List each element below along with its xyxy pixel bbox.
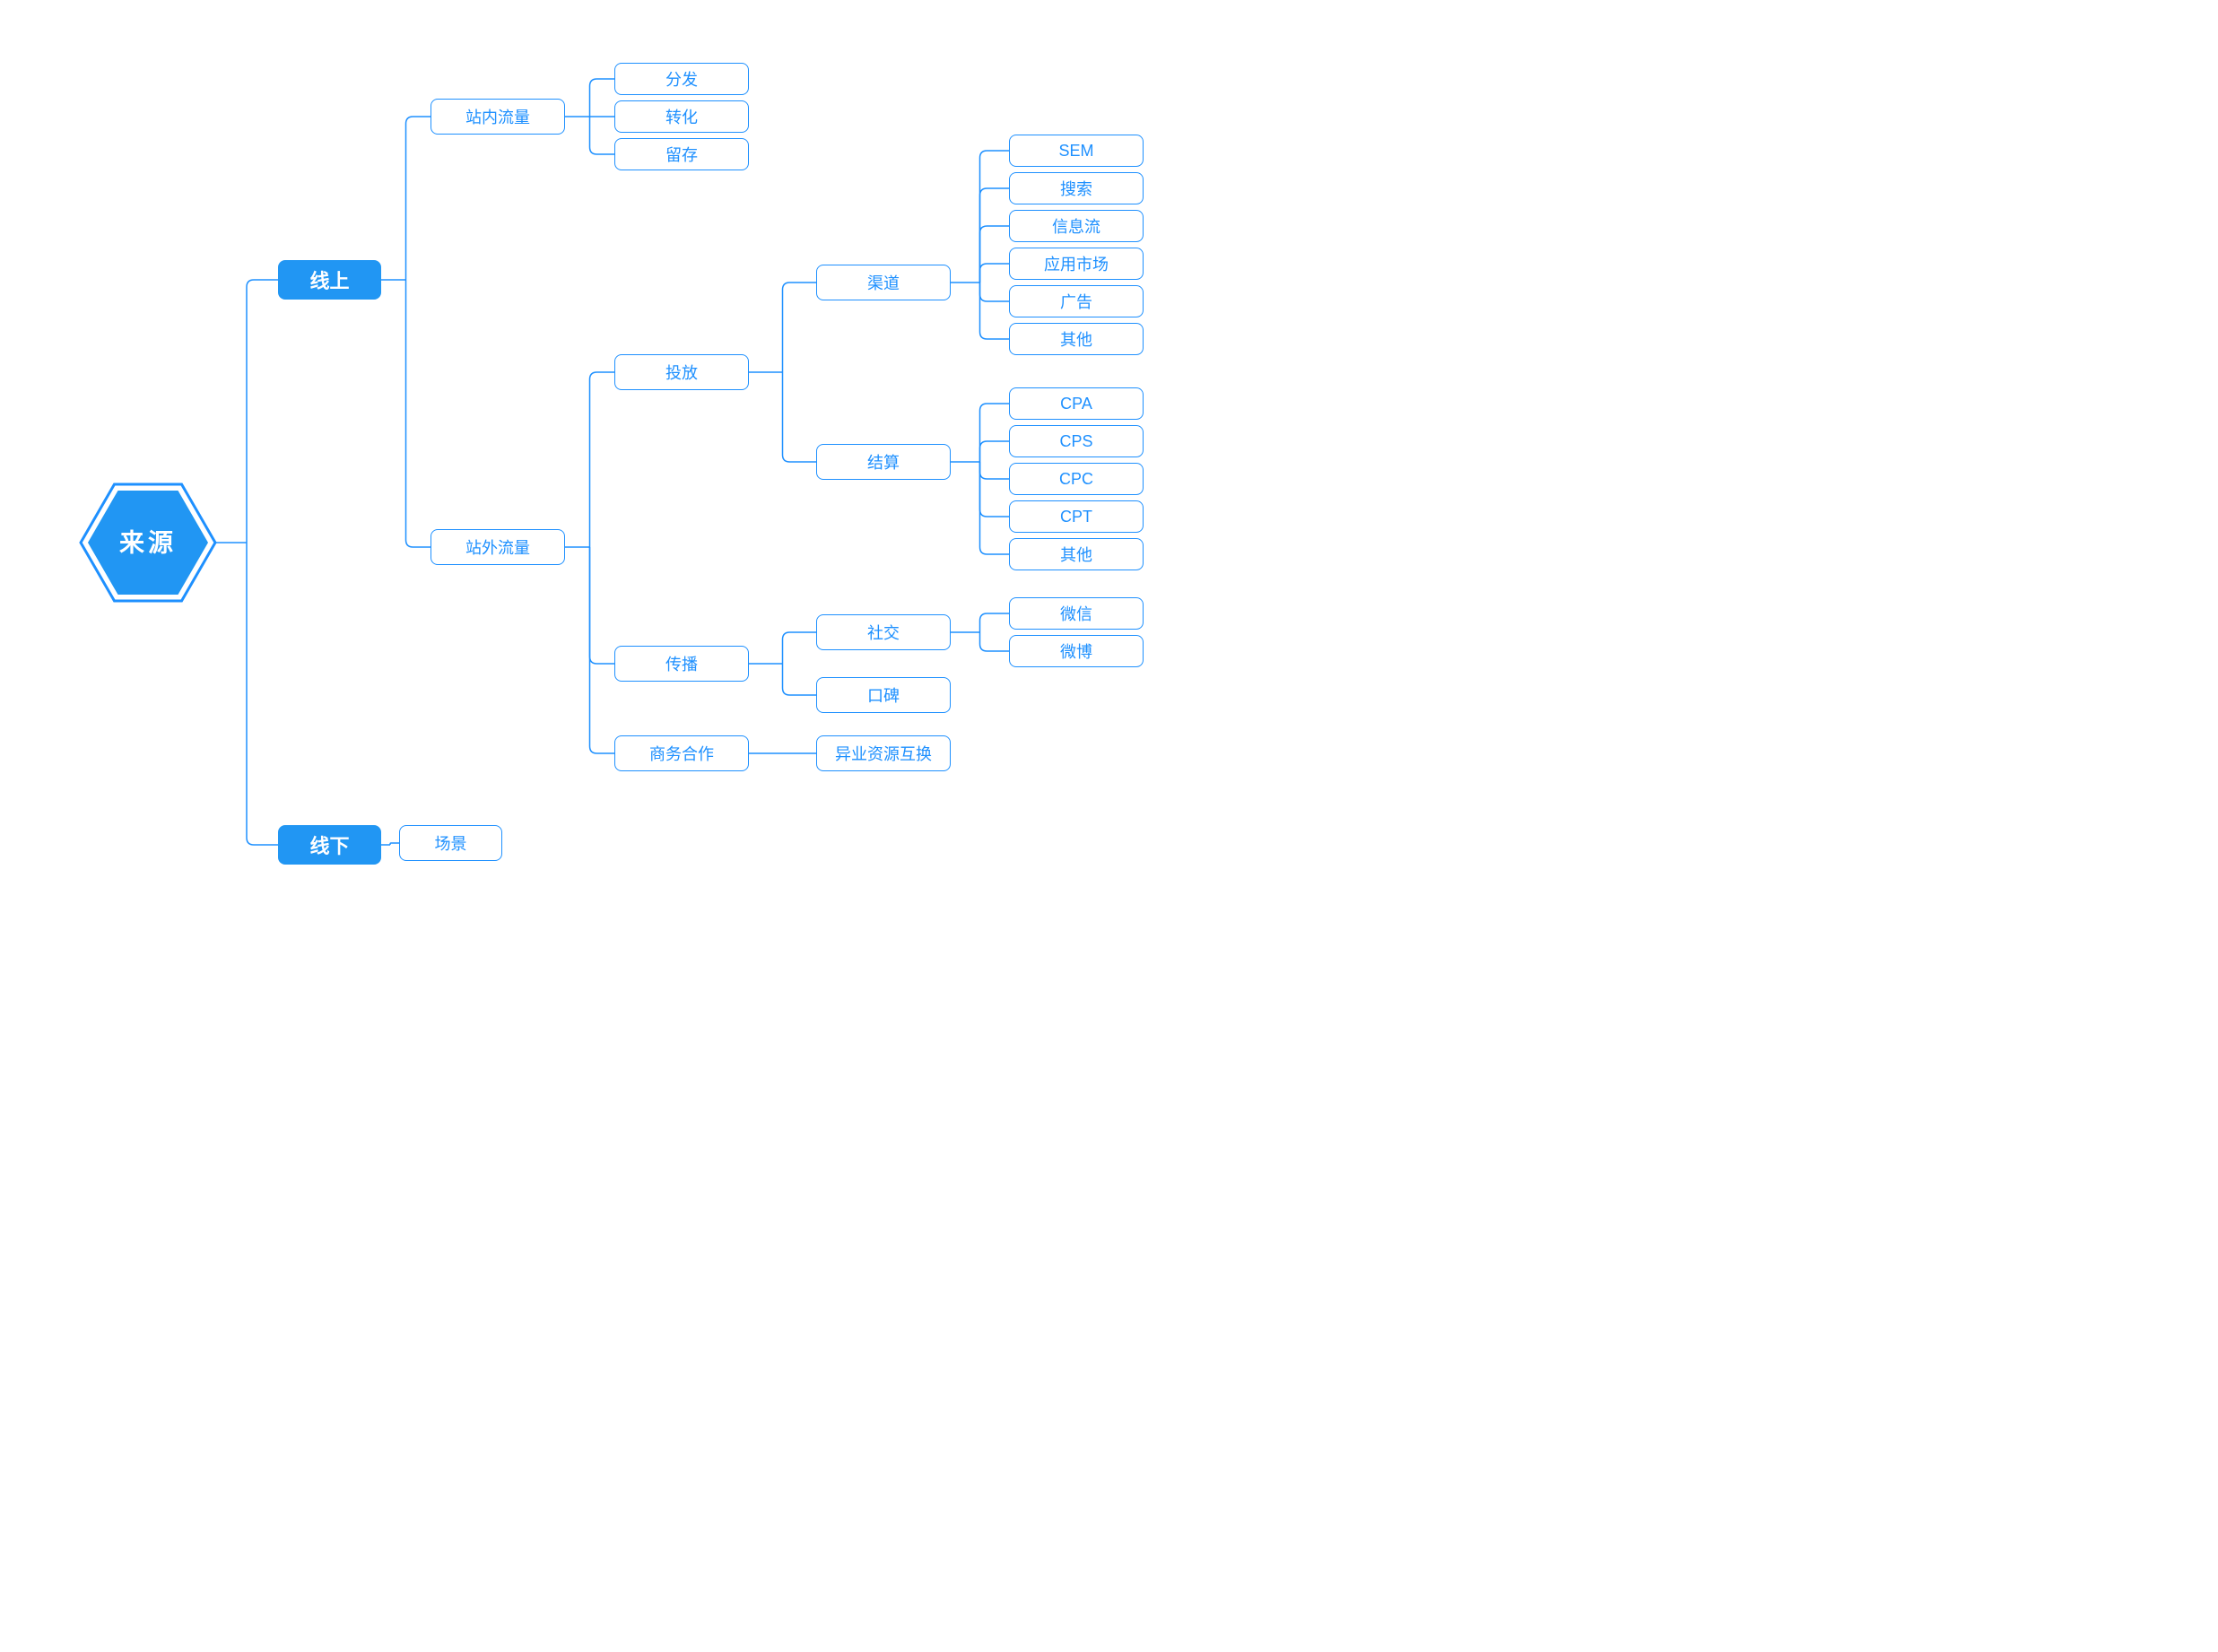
node-offline: 线下: [278, 825, 381, 865]
connector: [247, 280, 278, 543]
node-settlement: 结算: [816, 444, 951, 480]
connector-layer: [36, 36, 1381, 933]
node-offsite: 站外流量: [431, 529, 565, 565]
node-onsite: 站内流量: [431, 99, 565, 135]
node-spread: 传播: [614, 646, 749, 682]
node-root: 来源: [81, 484, 215, 601]
node-label: 信息流: [1052, 214, 1100, 238]
connector: [590, 547, 615, 664]
connector: [783, 632, 817, 664]
connector: [783, 664, 817, 695]
connector: [783, 372, 817, 462]
connector: [980, 151, 1010, 283]
connector: [980, 188, 1010, 283]
node-label: 广告: [1060, 290, 1092, 313]
connector: [980, 462, 1010, 479]
connector: [590, 372, 615, 547]
node-label: CPA: [1060, 395, 1092, 413]
node-scene: 场景: [399, 825, 502, 861]
connector: [980, 264, 1010, 283]
node-label: 微信: [1060, 602, 1092, 625]
node-ad: 广告: [1009, 285, 1144, 317]
node-label: CPS: [1059, 432, 1092, 451]
node-delivery: 投放: [614, 354, 749, 390]
node-feed: 信息流: [1009, 210, 1144, 242]
node-label: 站内流量: [465, 105, 530, 128]
connector: [406, 280, 431, 547]
node-label: 其他: [1060, 327, 1092, 351]
node-cpt: CPT: [1009, 500, 1144, 533]
node-label: CPT: [1060, 508, 1092, 526]
connector: [590, 547, 615, 753]
connector: [980, 283, 1010, 339]
node-weibo: 微博: [1009, 635, 1144, 667]
node-label: CPC: [1059, 470, 1093, 489]
node-online: 线上: [278, 260, 381, 300]
node-sem: SEM: [1009, 135, 1144, 167]
connector: [406, 117, 431, 280]
node-label: 社交: [867, 621, 900, 644]
node-label: 其他: [1060, 543, 1092, 566]
node-bizcoop: 商务合作: [614, 735, 749, 771]
node-channel: 渠道: [816, 265, 951, 300]
node-crossresource: 异业资源互换: [816, 735, 951, 771]
connector: [980, 462, 1010, 517]
node-label: 商务合作: [649, 742, 714, 765]
node-stother: 其他: [1009, 538, 1144, 570]
connector: [980, 613, 1010, 632]
node-label: 投放: [665, 361, 698, 384]
node-label: 异业资源互换: [835, 742, 932, 765]
node-convert: 转化: [614, 100, 749, 133]
svg-text:来源: 来源: [119, 529, 177, 557]
node-label: 结算: [867, 450, 900, 474]
node-label: 线下: [309, 830, 349, 859]
node-label: 微博: [1060, 639, 1092, 663]
connector: [980, 441, 1010, 462]
node-cpa: CPA: [1009, 387, 1144, 420]
node-label: 站外流量: [465, 535, 530, 559]
node-label: 分发: [665, 67, 698, 91]
connector: [980, 462, 1010, 554]
connector: [980, 404, 1010, 462]
connector: [783, 283, 817, 372]
connector: [590, 117, 615, 154]
node-label: 搜索: [1060, 177, 1092, 200]
connector: [390, 843, 399, 845]
node-label: 场景: [435, 831, 467, 855]
node-cps: CPS: [1009, 425, 1144, 457]
node-retain: 留存: [614, 138, 749, 170]
node-label: 转化: [665, 105, 698, 128]
node-label: 应用市场: [1044, 252, 1109, 275]
node-label: 留存: [665, 143, 698, 166]
node-wechat: 微信: [1009, 597, 1144, 630]
connector: [590, 79, 615, 117]
connector: [247, 543, 278, 845]
node-label: 线上: [309, 265, 349, 294]
connector: [980, 226, 1010, 283]
node-appmarket: 应用市场: [1009, 248, 1144, 280]
node-social: 社交: [816, 614, 951, 650]
mindmap-diagram: 来源 线上线下 场景 站内流量站外流量 分发转化留存投放传播商务合作 渠道结算社交口碑异业…: [36, 36, 1381, 933]
node-label: 口碑: [867, 683, 900, 707]
connector: [980, 632, 1010, 651]
node-wordofmouth: 口碑: [816, 677, 951, 713]
node-cpc: CPC: [1009, 463, 1144, 495]
connector: [980, 283, 1010, 301]
node-distribute: 分发: [614, 63, 749, 95]
node-label: SEM: [1058, 142, 1093, 161]
node-search: 搜索: [1009, 172, 1144, 204]
node-chother: 其他: [1009, 323, 1144, 355]
node-label: 渠道: [867, 271, 900, 294]
node-label: 传播: [665, 652, 698, 675]
